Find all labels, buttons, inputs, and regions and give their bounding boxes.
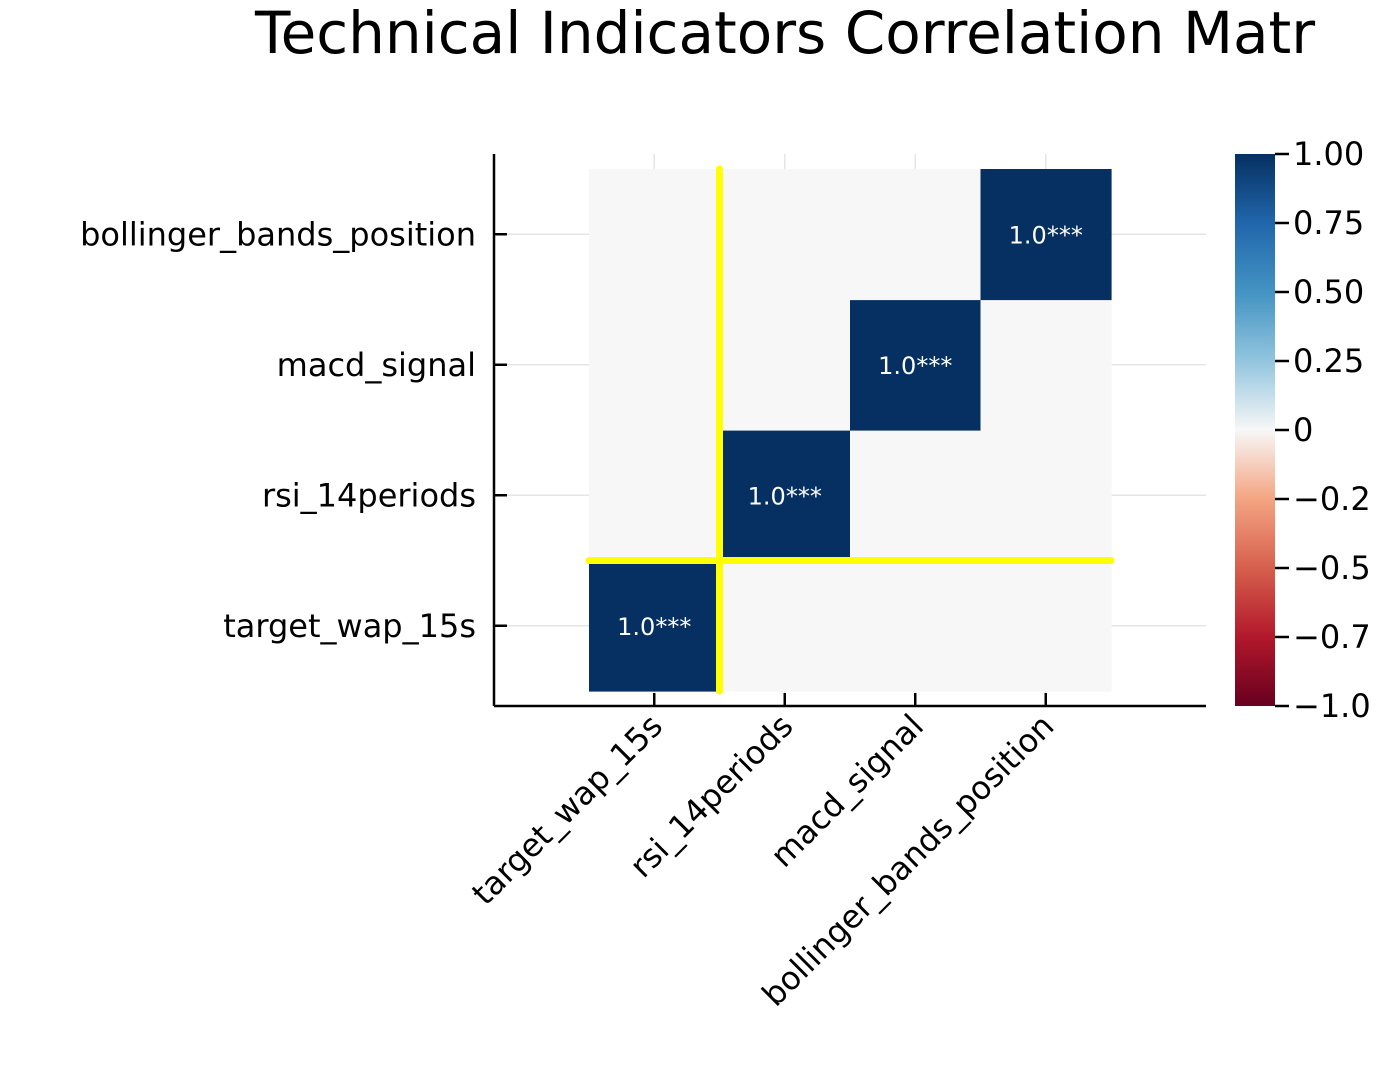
y-tick-label: bollinger_bands_position: [80, 215, 476, 253]
colorbar-tick-label: −0.2: [1293, 480, 1371, 518]
heatmap-cell: [980, 430, 1112, 562]
colorbar-tick-label: 0.75: [1293, 204, 1364, 242]
colorbar-tick-label: −1.0: [1293, 687, 1371, 725]
heatmap-cell: [719, 560, 851, 692]
heatmap-cell: [850, 169, 982, 301]
heatmap-cell: [850, 299, 982, 431]
heatmap-cell: [719, 299, 851, 431]
heatmap-cell: [589, 169, 721, 301]
heatmap-cell: [719, 430, 851, 562]
heatmap-cell: [980, 169, 1112, 301]
colorbar-tick-label: 0: [1293, 411, 1313, 449]
heatmap-cell: [980, 560, 1112, 692]
heatmap-cell: [850, 430, 982, 562]
colorbar-tick-label: 1.00: [1293, 135, 1364, 173]
heatmap-cell: [719, 169, 851, 301]
cell-value-label: 1.0***: [1009, 221, 1083, 249]
cell-value-label: 1.0***: [748, 482, 822, 510]
colorbar: 1.00 0.75 0.50 0.25 0 −0.2 −0.5 −0.7 −1.0: [1235, 135, 1371, 725]
y-tick-label: target_wap_15s: [223, 607, 476, 645]
heatmap-cell: [589, 299, 721, 431]
highlight-layer: [585, 165, 1115, 695]
heatmap-cell: [980, 299, 1112, 431]
colorbar-gradient: [1235, 154, 1275, 706]
colorbar-tick-label: −0.5: [1293, 549, 1371, 587]
cells-layer: 1.0*** 1.0*** 1.0*** 1.0***: [589, 169, 1112, 692]
heatmap-cell: [589, 560, 721, 692]
colorbar-tick-label: −0.7: [1293, 618, 1371, 656]
chart-title: Technical Indicators Correlation Matr: [254, 0, 1315, 67]
cell-value-label: 1.0***: [617, 613, 691, 641]
y-tick-label: rsi_14periods: [262, 476, 476, 514]
colorbar-tick-label: 0.25: [1293, 342, 1364, 380]
colorbar-tick-label: 0.50: [1293, 273, 1364, 311]
heatmap-cell: [589, 430, 721, 562]
cell-value-label: 1.0***: [878, 352, 952, 380]
x-tick-label: target_wap_15s: [464, 707, 670, 913]
heatmap-cell: [850, 560, 982, 692]
y-tick-label: macd_signal: [277, 346, 476, 384]
